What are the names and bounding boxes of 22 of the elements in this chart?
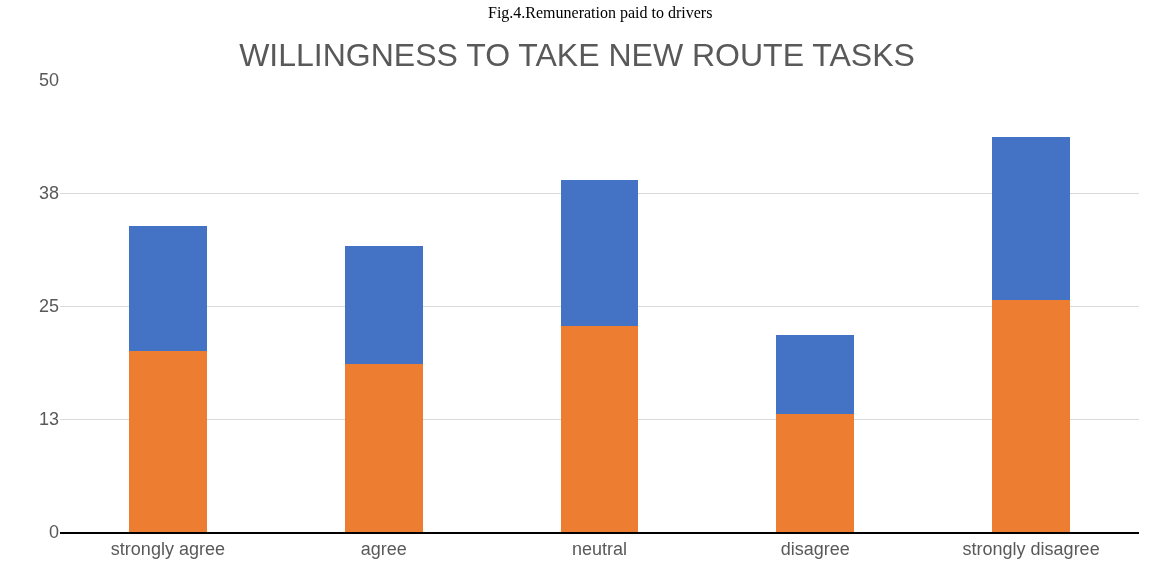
chart-title: WILLINGNESS TO TAKE NEW ROUTE TASKS bbox=[239, 36, 915, 73]
x-tick-label: neutral bbox=[571, 539, 628, 560]
y-tick-label: 0 bbox=[48, 522, 59, 543]
y-tick-label: 25 bbox=[38, 296, 59, 317]
bar bbox=[344, 246, 423, 364]
bar bbox=[776, 334, 855, 415]
x-tick-label: strongly disagree bbox=[962, 539, 1100, 560]
caption: Fig.4.Remuneration paid to drivers bbox=[488, 4, 713, 22]
y-tick-label: 13 bbox=[38, 409, 59, 430]
bar bbox=[129, 225, 207, 352]
x-tick-label: strongly agree bbox=[110, 539, 225, 560]
bar bbox=[129, 351, 207, 532]
bar bbox=[992, 299, 1070, 532]
x-tick-label: disagree bbox=[780, 539, 850, 560]
x-tick-label: agree bbox=[360, 539, 407, 560]
bar bbox=[344, 363, 423, 532]
bar bbox=[560, 180, 639, 326]
y-tick-label: 38 bbox=[38, 183, 59, 204]
y-tick-label: 50 bbox=[38, 70, 59, 91]
bar bbox=[776, 414, 855, 532]
bar bbox=[992, 136, 1070, 300]
bar bbox=[560, 325, 639, 532]
